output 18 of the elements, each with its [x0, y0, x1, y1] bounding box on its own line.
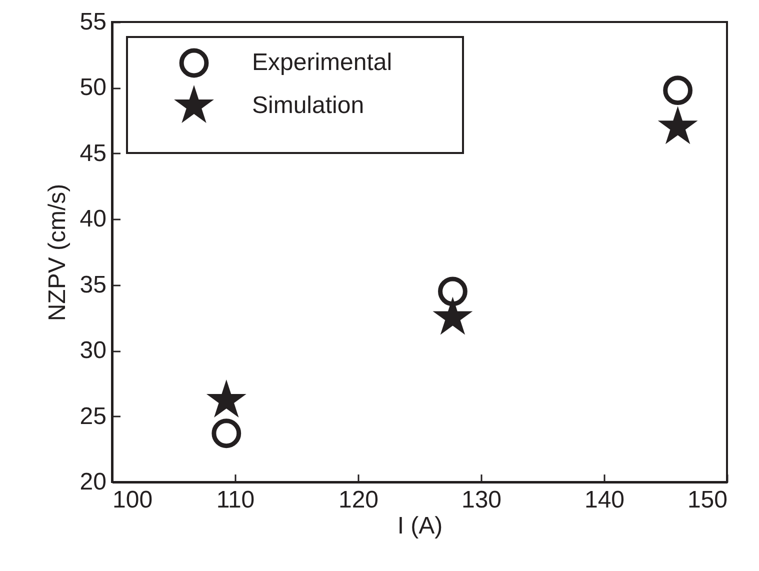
- y-tick-label: 25: [80, 402, 106, 430]
- x-tick-label: 100: [112, 486, 153, 514]
- x-tick-label: 120: [338, 486, 379, 514]
- y-tick-label: 30: [80, 337, 106, 364]
- legend-label: Experimental: [252, 49, 392, 76]
- y-tick-label: 50: [80, 74, 106, 102]
- legend-label: Simulation: [252, 92, 364, 119]
- x-tick-label: 130: [461, 486, 502, 514]
- y-tick-label: 40: [80, 206, 106, 233]
- y-axis-title: NZPV (cm/s): [44, 184, 71, 322]
- y-tick-label: 45: [80, 140, 106, 167]
- x-tick-label: 140: [584, 486, 625, 514]
- y-tick-label: 55: [80, 8, 106, 36]
- x-axis-title: I (A): [397, 512, 443, 540]
- x-tick-label: 110: [216, 486, 255, 514]
- y-tick-label: 35: [80, 271, 106, 298]
- y-tick-label: 20: [80, 468, 106, 496]
- x-tick-label: 150: [687, 486, 728, 514]
